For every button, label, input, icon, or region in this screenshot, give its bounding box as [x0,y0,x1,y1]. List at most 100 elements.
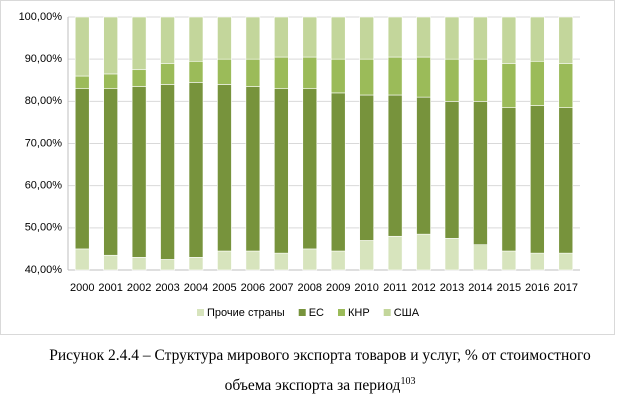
legend: Прочие страны ЕС КНР США [197,307,420,319]
bar-segment [274,252,289,271]
x-tick-label: 2013 [440,282,464,294]
caption-text: Рисунок 2.4.4 – Структура мирового экспо… [49,347,591,395]
x-tick-label: 2002 [127,282,151,294]
bar-segment [188,16,204,62]
bar-segment [558,63,574,108]
bar-segment [245,86,261,252]
bar-segment [302,88,318,250]
bar-segment [217,58,232,85]
bar-segment [330,92,346,252]
bar-segment [131,257,147,271]
x-tick-label: 2001 [98,282,122,294]
x-tick-label: 2004 [184,282,208,294]
legend-label: США [394,307,420,319]
bar-segment [558,252,574,271]
bar-segment [245,250,261,271]
legend-swatch [197,309,204,316]
bar-segment [359,94,374,241]
bar-segment [416,233,431,271]
caption: Рисунок 2.4.4 – Структура мирового экспо… [40,343,600,399]
y-tick-label: 70,00% [25,137,63,149]
bar-segment [530,60,545,106]
bar-segment [103,254,118,271]
bar-segment [359,58,374,96]
bar-segment [103,16,118,75]
bar-segment [501,16,517,64]
bar-segment [302,248,318,271]
x-tick-label: 2012 [411,282,435,294]
x-tick-label: 2014 [468,282,492,294]
bar-segment [131,86,147,258]
y-tick-label: 50,00% [25,222,63,234]
bar-segment [416,96,431,235]
legend-swatch [298,309,306,316]
bar-segment [160,63,175,85]
x-tick-label: 2007 [269,282,293,294]
x-tick-label: 2017 [554,282,578,294]
bar-segment [302,56,318,89]
bar-segment [387,94,403,237]
bar-segment [160,84,175,260]
bar-segment [74,88,90,250]
bar-segment [473,58,488,102]
bar-segment [245,58,261,87]
bar-segment [501,107,517,252]
x-tick-label: 2010 [354,282,378,294]
x-tick-label: 2005 [212,282,236,294]
footnote: 103 [400,376,416,387]
x-tick-label: 2009 [326,282,350,294]
bar-segment [188,60,204,83]
bar-segment [160,16,175,64]
bar-segment [217,16,232,60]
bar-segment [330,58,346,94]
x-tick-label: 2003 [155,282,179,294]
bar-segment [274,88,289,254]
bar-segment [330,250,346,271]
legend-swatch [338,309,345,316]
bar-segment [359,16,374,60]
x-tick-label: 2016 [525,282,549,294]
legend-label: КНР [348,307,370,319]
bar-segment [558,107,574,254]
x-tick-label: 2000 [70,282,94,294]
bar-segment [530,16,545,62]
chart: 40,00% 50,00% 60,00% 70,00% 80,00% 90,00% 100,… [0,0,615,335]
bar-segment [473,101,488,246]
y-tick-label: 100,00% [19,11,63,23]
bar-segment [416,16,431,58]
bar-segment [74,248,90,271]
bar-segment [131,16,147,71]
bar-segment [188,82,204,258]
x-tick-label: 2008 [298,282,322,294]
y-tick-label: 60,00% [25,180,63,192]
bar-segment [444,16,460,60]
bar-segment [274,16,289,58]
bar-segment [473,244,488,271]
bar-segment [359,240,374,271]
bar-segment [302,16,318,58]
bar-segment [387,235,403,271]
bar-segment [444,58,460,102]
bar-segment [217,84,232,252]
bar-segment [74,75,90,89]
bar-segment [131,69,147,87]
bar-segment [387,56,403,96]
x-tick-label: 2015 [497,282,521,294]
bar-segment [274,56,289,89]
bar-segment [501,63,517,108]
bar-segment [217,250,232,271]
bar-segment [473,16,488,60]
bar-segment [74,16,90,77]
y-tick-label: 80,00% [25,95,63,107]
bar-segment [245,16,261,60]
legend-swatch [383,309,391,316]
bar-segment [444,101,460,239]
x-tick-label: 2011 [383,282,407,294]
bar-segment [387,16,403,58]
bar-segment [501,250,517,271]
bar-segment [444,238,460,271]
bar-segment [558,16,574,64]
bar-segment [530,252,545,271]
bar-segment [103,73,118,89]
